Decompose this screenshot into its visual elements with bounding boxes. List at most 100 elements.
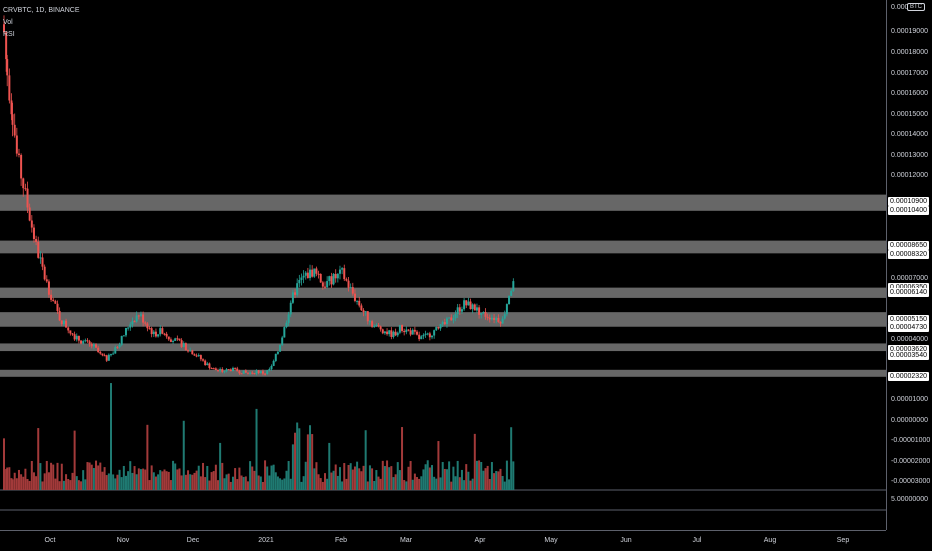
volume-bar <box>396 462 399 490</box>
candle-body <box>454 314 457 319</box>
candle-body <box>69 330 72 334</box>
volume-bar <box>28 480 31 490</box>
candle-body <box>356 300 359 302</box>
volume-bar <box>176 469 179 490</box>
candle-body <box>28 207 31 221</box>
volume-bar <box>41 481 44 490</box>
candle-body <box>187 350 190 352</box>
candle-body <box>99 351 102 354</box>
currency-badge[interactable]: BTC <box>907 3 925 11</box>
candle-body <box>244 370 247 373</box>
price-tick-top: 0.0002 <box>891 4 913 11</box>
volume-bar <box>309 425 312 490</box>
volume-bar <box>266 466 269 490</box>
candle-body <box>169 339 172 342</box>
volume-bar <box>411 479 414 490</box>
zone-price-label: 0.00006140 <box>888 288 929 297</box>
volume-bar <box>114 478 117 490</box>
volume-bar <box>490 462 493 490</box>
volume-bar <box>5 469 8 490</box>
volume-bar <box>508 479 511 490</box>
candle-body <box>30 220 33 228</box>
volume-bar <box>334 464 337 490</box>
volume-bar <box>418 478 421 490</box>
candle-body <box>165 333 168 337</box>
volume-bar <box>439 477 442 490</box>
candle-body <box>172 340 175 342</box>
volume-bar <box>398 470 401 490</box>
volume-bar <box>392 477 395 490</box>
volume-bar <box>163 469 166 490</box>
volume-bar <box>159 470 162 490</box>
candle-body <box>92 344 95 347</box>
price-tick: -0.00001000 <box>891 437 931 444</box>
candle-body <box>32 227 35 240</box>
volume-bar <box>105 475 108 490</box>
candle-body <box>37 241 40 258</box>
candle-body <box>176 338 179 340</box>
candle-body <box>65 320 68 328</box>
volume-bar <box>73 430 76 490</box>
candle-body <box>424 333 427 335</box>
volume-bar <box>255 408 258 490</box>
volume-bar <box>473 433 476 490</box>
candle-body <box>80 340 83 344</box>
volume-bar <box>495 470 498 490</box>
volume-bar <box>330 472 333 490</box>
volume-bar <box>366 481 369 490</box>
volume-bar <box>388 467 391 490</box>
time-axis[interactable]: Oct Nov Dec 2021 Feb Mar Apr May Jun Jul Aug Sep <box>0 530 886 551</box>
candle-body <box>349 287 352 289</box>
volume-bar <box>92 468 95 490</box>
volume-bar <box>206 465 209 490</box>
volume-bar <box>386 460 389 490</box>
chart-area[interactable]: CRVBTC, 1D, BINANCE Vol RSI <box>0 0 886 530</box>
volume-bar <box>58 481 61 490</box>
volume-bar <box>428 467 431 490</box>
volume-bar <box>390 466 393 490</box>
price-chart-canvas[interactable] <box>0 0 886 530</box>
rsi-legend[interactable]: RSI <box>3 31 15 38</box>
candle-body <box>217 370 219 372</box>
candle-body <box>163 333 166 335</box>
volume-bar <box>422 469 425 490</box>
candle-body <box>422 334 425 337</box>
volume-bar <box>54 478 57 490</box>
price-axis[interactable]: 0.0002 BTC 0.00019000 0.00018000 0.0001700… <box>886 0 932 530</box>
volume-bar <box>139 469 142 490</box>
symbol-legend[interactable]: CRVBTC, 1D, BINANCE <box>3 7 80 14</box>
candle-body <box>77 335 80 341</box>
candle-body <box>452 318 455 321</box>
candle-body <box>383 331 386 334</box>
volume-bar <box>338 467 341 490</box>
volume-bar <box>353 466 356 490</box>
volume-bar <box>144 469 147 490</box>
candle-body <box>225 369 228 372</box>
volume-bar <box>377 476 380 490</box>
candle-body <box>261 371 264 374</box>
volume-bar <box>30 460 33 490</box>
candle-body <box>499 321 502 324</box>
candle-body <box>122 335 125 337</box>
candle-body <box>161 328 164 334</box>
candle-body <box>204 360 207 365</box>
volume-bar <box>3 438 5 490</box>
volume-bar <box>261 481 264 490</box>
volume-bar <box>20 474 23 490</box>
candle-body <box>381 329 384 334</box>
candle-body <box>191 350 194 355</box>
volume-bar <box>8 467 11 490</box>
volume-bar <box>257 475 260 490</box>
volume-bar <box>37 428 40 490</box>
candle-body <box>270 365 273 370</box>
volume-bar <box>133 466 136 490</box>
volume-bar <box>407 466 410 490</box>
volume-bar <box>204 477 207 490</box>
candle-body <box>463 300 466 310</box>
volume-legend[interactable]: Vol <box>3 19 13 26</box>
candle-body <box>334 273 337 279</box>
candle-body <box>405 329 408 333</box>
volume-bar <box>180 475 183 490</box>
volume-bar <box>101 471 104 490</box>
candle-body <box>486 316 489 318</box>
